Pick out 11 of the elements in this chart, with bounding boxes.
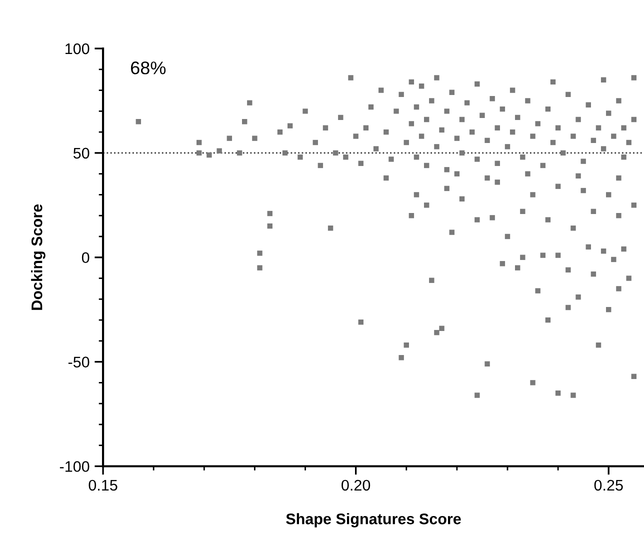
x-tick-label: 0.25 <box>594 480 623 491</box>
y-tick-label: 100 <box>66 43 90 54</box>
x-tick-label: 0.20 <box>342 480 370 491</box>
annotation: 68% <box>131 62 166 74</box>
x-tick-label: 0.15 <box>88 480 118 491</box>
y-axis-title: Docking Score <box>31 204 46 310</box>
x-axis-title: Shape Signatures Score <box>286 513 461 528</box>
y-tick-label: -100 <box>60 461 90 472</box>
y-tick-label: 50 <box>73 148 90 159</box>
y-tick-label: -50 <box>68 356 90 368</box>
y-tick-label: 0 <box>82 252 90 264</box>
